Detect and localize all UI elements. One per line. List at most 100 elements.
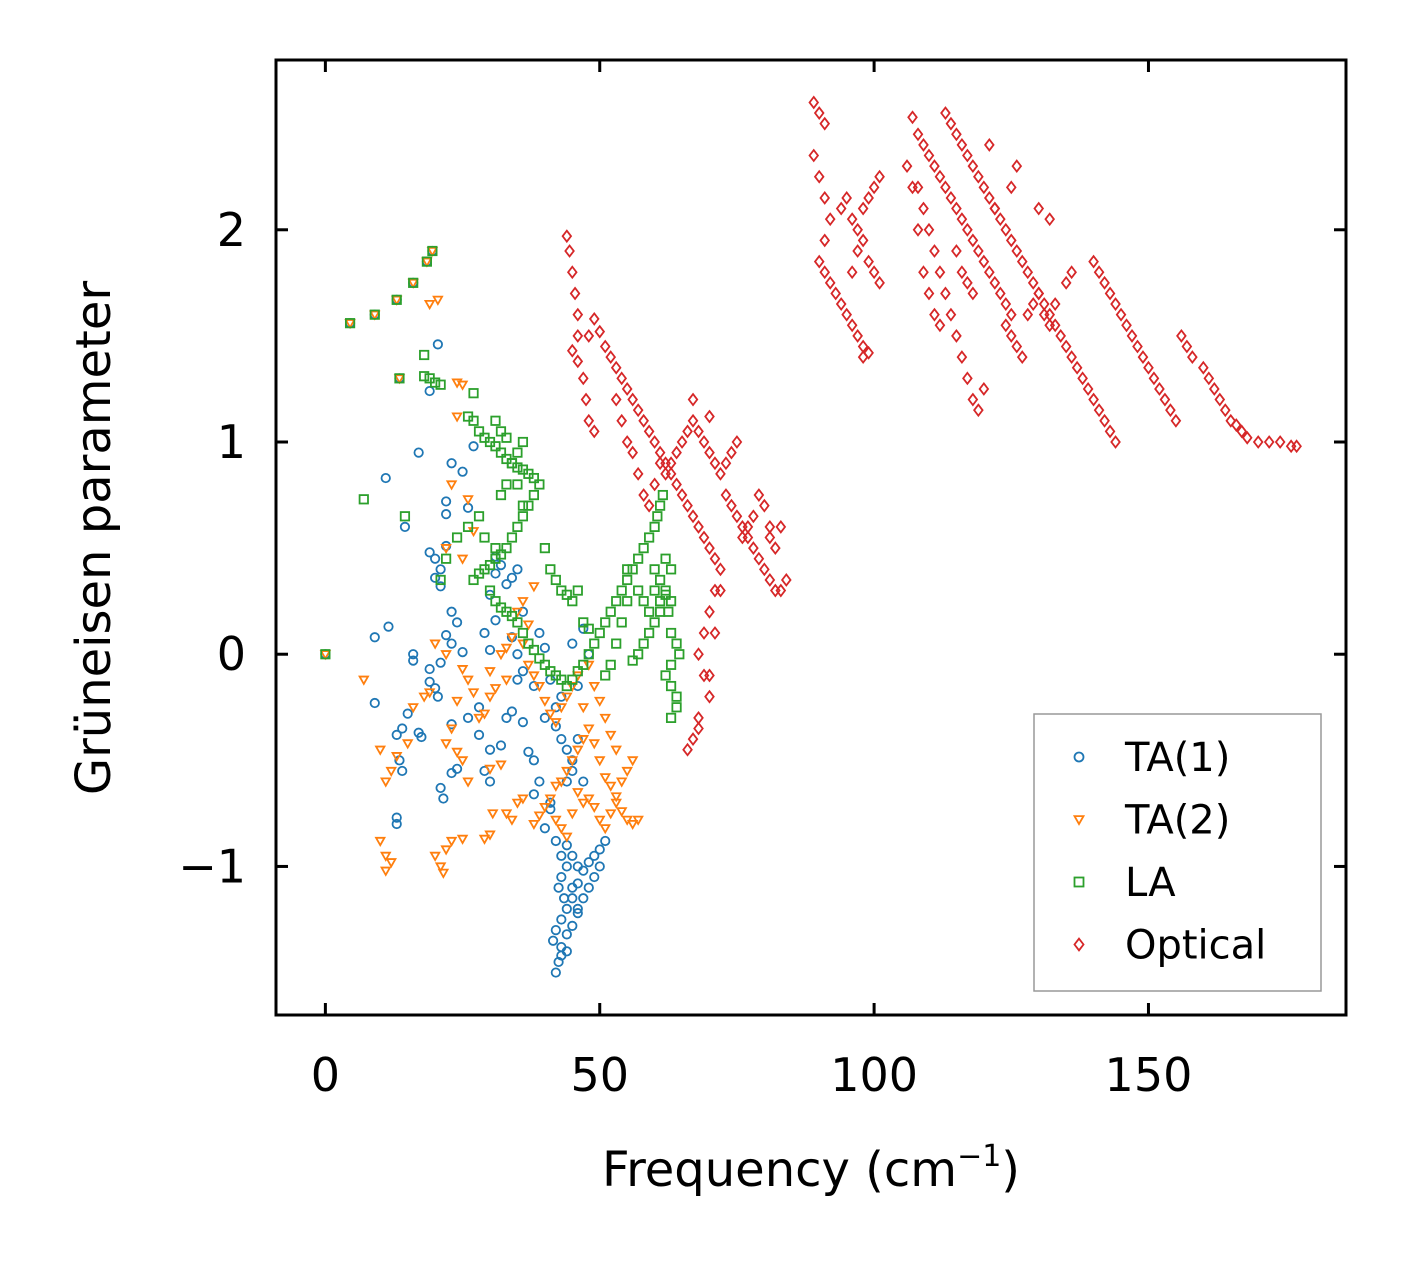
data-point <box>528 489 539 501</box>
data-point <box>638 596 649 607</box>
data-point <box>437 868 450 879</box>
data-point <box>813 254 825 269</box>
data-point <box>457 646 468 658</box>
data-point <box>556 850 567 861</box>
data-point <box>441 496 452 507</box>
data-point <box>561 692 573 703</box>
data-point <box>704 668 715 683</box>
data-point <box>473 713 485 724</box>
data-point <box>534 627 545 639</box>
data-point <box>435 574 446 586</box>
data-point <box>1225 413 1237 428</box>
data-point <box>473 568 485 579</box>
data-point <box>610 745 622 756</box>
data-point <box>446 638 457 649</box>
data-point <box>1016 350 1028 365</box>
data-point <box>764 530 776 545</box>
data-point <box>391 818 402 830</box>
data-point <box>567 596 578 607</box>
data-point <box>665 596 677 607</box>
data-point <box>1055 328 1067 343</box>
data-point <box>555 703 568 714</box>
data-point <box>687 413 699 428</box>
data-point <box>742 519 754 534</box>
data-point <box>528 671 540 682</box>
data-point <box>973 244 984 258</box>
data-point <box>577 798 590 809</box>
data-point <box>479 627 490 639</box>
data-point <box>440 544 452 555</box>
data-point <box>506 633 518 644</box>
data-point <box>644 627 655 639</box>
data-point <box>1110 435 1121 449</box>
data-point <box>451 747 463 758</box>
data-point <box>544 709 557 720</box>
data-point <box>874 169 885 184</box>
data-point <box>490 553 501 564</box>
data-point <box>421 256 432 267</box>
data-point <box>1274 435 1286 449</box>
data-point <box>490 615 501 626</box>
data-point <box>622 596 633 607</box>
data-point <box>846 265 858 280</box>
data-point <box>478 834 491 845</box>
data-point <box>1176 328 1187 343</box>
data-point <box>561 832 573 843</box>
data-point <box>605 350 617 365</box>
data-point <box>605 659 616 670</box>
data-point <box>418 692 430 703</box>
data-point <box>693 424 704 439</box>
data-point <box>539 642 550 653</box>
data-point <box>616 617 627 628</box>
data-point <box>523 638 534 649</box>
data-point <box>655 596 666 607</box>
data-point <box>649 585 660 596</box>
data-point <box>500 675 513 686</box>
data-point <box>572 788 584 799</box>
data-point <box>572 585 583 596</box>
data-point <box>994 286 1006 301</box>
data-point <box>441 509 452 520</box>
data-point <box>435 782 446 794</box>
data-point <box>671 691 682 702</box>
data-point <box>951 201 962 216</box>
data-point <box>1088 392 1099 407</box>
data-point <box>583 724 595 735</box>
data-point <box>484 764 496 775</box>
data-point <box>1104 286 1116 301</box>
data-point <box>638 413 649 428</box>
data-point <box>1022 307 1034 322</box>
data-point <box>473 729 485 740</box>
x-axis-title-suffix: ) <box>1001 1142 1020 1198</box>
data-point <box>391 729 402 740</box>
data-point <box>580 392 592 407</box>
data-point <box>583 857 594 868</box>
data-point <box>358 494 369 505</box>
data-point <box>567 850 578 861</box>
data-point <box>534 653 545 664</box>
data-point <box>567 638 578 649</box>
data-point <box>572 680 583 692</box>
data-point <box>1027 297 1039 311</box>
y-axis-title: Grüneisen parameter <box>66 281 122 796</box>
data-point <box>682 498 693 513</box>
data-point <box>912 222 924 237</box>
data-point <box>451 532 463 543</box>
data-point <box>344 319 356 330</box>
data-point <box>1165 403 1176 418</box>
data-point <box>819 233 831 248</box>
data-point <box>1000 318 1012 333</box>
data-point <box>644 606 655 617</box>
data-point <box>665 627 677 639</box>
data-point <box>610 392 622 407</box>
data-point <box>423 300 436 311</box>
data-point <box>962 275 973 290</box>
data-point <box>813 106 825 120</box>
data-point <box>489 684 502 695</box>
data-point <box>1121 318 1132 333</box>
legend-items: TA(1) TA(2) LA Optical <box>1072 735 1266 969</box>
data-point <box>962 148 973 163</box>
data-point <box>1033 286 1045 301</box>
data-point <box>649 564 660 575</box>
data-point <box>643 498 655 513</box>
